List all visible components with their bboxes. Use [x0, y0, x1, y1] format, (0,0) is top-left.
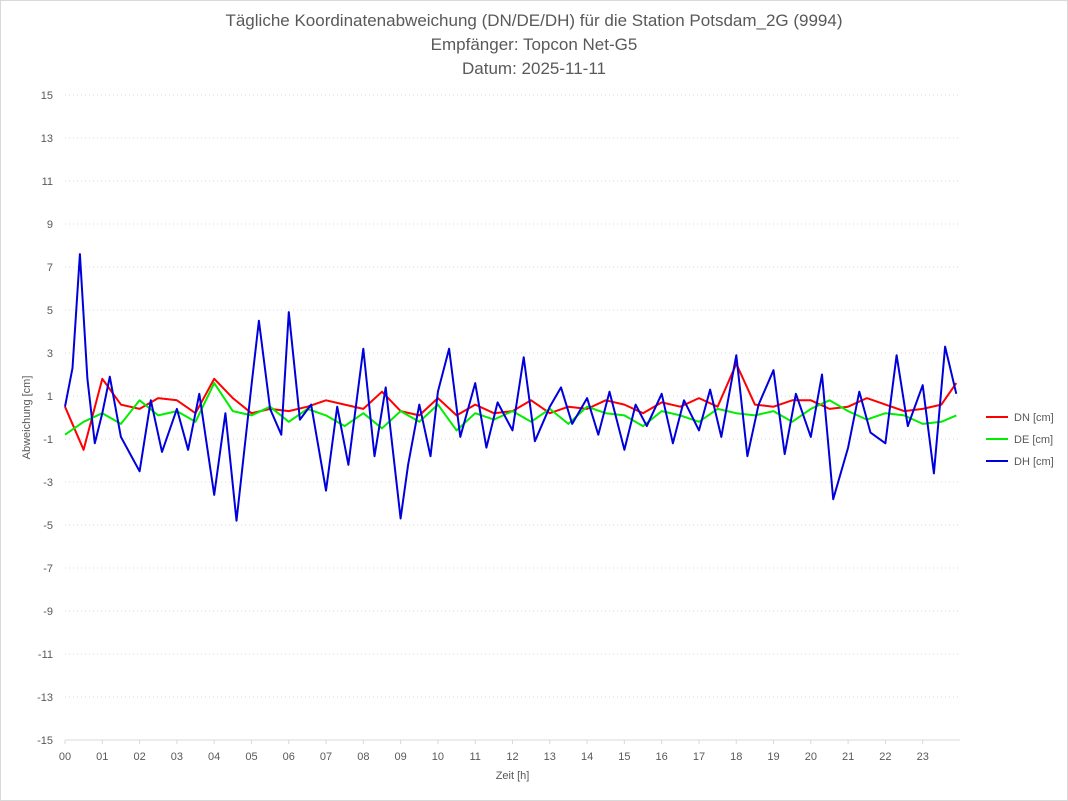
- y-tick-label: 13: [41, 133, 53, 145]
- y-tick-label: -3: [43, 477, 53, 489]
- y-tick-label: -11: [38, 649, 53, 661]
- x-tick-label: 00: [59, 751, 71, 763]
- x-tick-label: 04: [208, 751, 220, 763]
- x-tick-label: 15: [618, 751, 630, 763]
- x-tick-label: 19: [767, 751, 779, 763]
- x-tick-label: 03: [171, 751, 183, 763]
- series-lines: [64, 253, 958, 522]
- legend-label: DE [cm]: [1014, 434, 1053, 446]
- y-axis-label: Abweichung [cm]: [21, 376, 33, 460]
- x-tick-label: 23: [917, 751, 929, 763]
- y-tick-label: 15: [41, 90, 53, 102]
- x-tick-label: 08: [357, 751, 369, 763]
- x-tick-label: 20: [805, 751, 817, 763]
- x-tick-label: 06: [283, 751, 295, 763]
- series-line-dh: [64, 253, 958, 522]
- x-tick-label: 07: [320, 751, 332, 763]
- y-tick-label: 5: [47, 305, 53, 317]
- y-tick-label: 9: [47, 219, 53, 231]
- x-tick-label: 13: [544, 751, 556, 763]
- y-tick-label: -7: [43, 563, 53, 575]
- x-axis-label: Zeit [h]: [496, 770, 530, 782]
- legend-label: DN [cm]: [1014, 412, 1054, 424]
- x-tick-label: 02: [133, 751, 145, 763]
- x-tick-label: 10: [432, 751, 444, 763]
- x-tick-label: 17: [693, 751, 705, 763]
- y-tick-label: 7: [47, 262, 53, 274]
- y-tick-label: 3: [47, 348, 53, 360]
- y-tick-label: 1: [47, 391, 53, 403]
- chart-date: Datum: 2025-11-11: [462, 59, 606, 78]
- chart-subtitle: Empfänger: Topcon Net-G5: [430, 35, 638, 54]
- x-tick-label: 11: [469, 751, 480, 763]
- y-tick-label: -15: [37, 735, 53, 747]
- x-tick-label: 18: [730, 751, 742, 763]
- x-tick-label: 12: [506, 751, 518, 763]
- x-tick-label: 21: [842, 751, 854, 763]
- y-tick-label: 11: [42, 176, 53, 188]
- y-tick-label: -9: [43, 606, 53, 618]
- y-axis-ticks: 15 13 11 9 7 5 3 1 -1 -3 -5 -7 -9 -11 -13 -15: [37, 90, 53, 747]
- x-tick-label: 14: [581, 751, 593, 763]
- y-tick-label: -13: [37, 692, 53, 704]
- chart-title: Tägliche Koordinatenabweichung (DN/DE/DH…: [225, 11, 843, 30]
- x-tick-label: 16: [656, 751, 668, 763]
- legend: DN [cm] DE [cm] DH [cm]: [986, 412, 1054, 468]
- legend-label: DH [cm]: [1014, 456, 1054, 468]
- y-tick-label: -5: [43, 520, 53, 532]
- series-line-de: [64, 382, 957, 436]
- x-tick-label: 01: [96, 751, 108, 763]
- x-axis-ticks: 00 01 02 03 04 05 06 07 08 09 10 11 12 13 14 15 16 17 18 19…: [59, 740, 929, 763]
- x-tick-label: 09: [395, 751, 407, 763]
- x-tick-label: 22: [879, 751, 891, 763]
- x-tick-label: 05: [245, 751, 257, 763]
- y-tick-label: -1: [43, 434, 53, 446]
